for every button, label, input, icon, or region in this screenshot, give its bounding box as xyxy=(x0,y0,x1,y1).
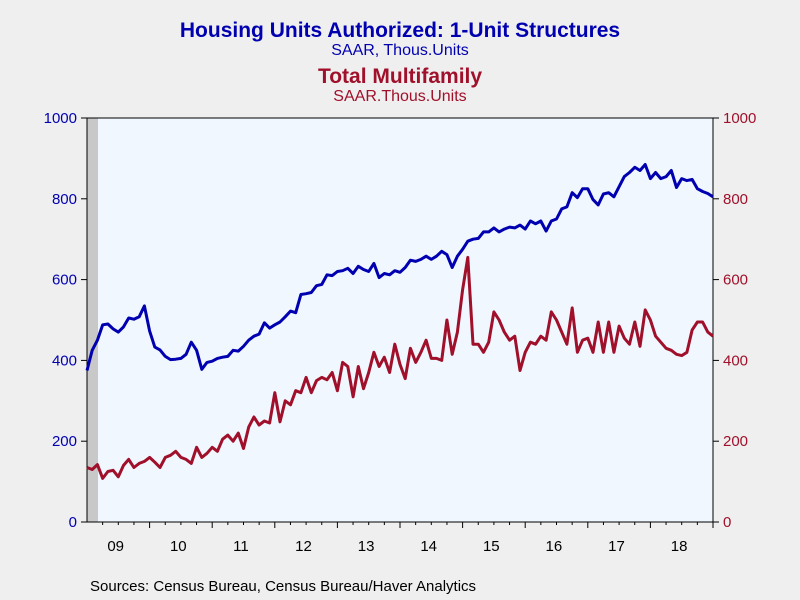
y-right-tick-label: 800 xyxy=(723,191,748,208)
series-line-total-multifamily xyxy=(86,255,714,480)
y-right-tick-label: 600 xyxy=(723,272,748,289)
y-left-tick-label: 600 xyxy=(52,272,77,289)
x-tick-label: 13 xyxy=(358,538,375,555)
y-right-tick-label: 400 xyxy=(723,352,748,369)
y-left-tick-label: 200 xyxy=(52,433,77,450)
chart-title-2: Total Multifamily xyxy=(317,65,483,88)
x-tick-label: 09 xyxy=(107,538,124,555)
chart-title: Housing Units Authorized: 1-Unit Structu… xyxy=(179,19,621,42)
y-right-tick-label: 1000 xyxy=(723,110,756,127)
x-tick-label: 12 xyxy=(295,538,312,555)
chart-subtitle-2: SAAR.Thous.Units xyxy=(333,88,467,105)
x-tick-label: 17 xyxy=(608,538,625,555)
chart-source: Sources: Census Bureau, Census Bureau/Ha… xyxy=(90,578,477,595)
x-tick-label: 16 xyxy=(546,538,563,555)
y-left-tick-label: 800 xyxy=(52,191,77,208)
recession-shade xyxy=(87,118,98,522)
y-left-tick-label: 400 xyxy=(52,352,77,369)
x-tick-label: 18 xyxy=(671,538,688,555)
chart-subtitle: SAAR, Thous.Units xyxy=(331,42,469,59)
y-left-tick-label: 1000 xyxy=(44,110,77,127)
x-tick-label: 10 xyxy=(170,538,187,555)
plot-area xyxy=(87,118,713,522)
y-right-tick-label: 0 xyxy=(723,514,731,531)
y-left-tick-label: 0 xyxy=(69,514,77,531)
x-tick-label: 14 xyxy=(420,538,437,555)
series-line-1-unit-structures xyxy=(85,163,714,371)
y-right-tick-label: 200 xyxy=(723,433,748,450)
x-tick-label: 11 xyxy=(233,538,249,555)
x-tick-label: 15 xyxy=(483,538,500,555)
